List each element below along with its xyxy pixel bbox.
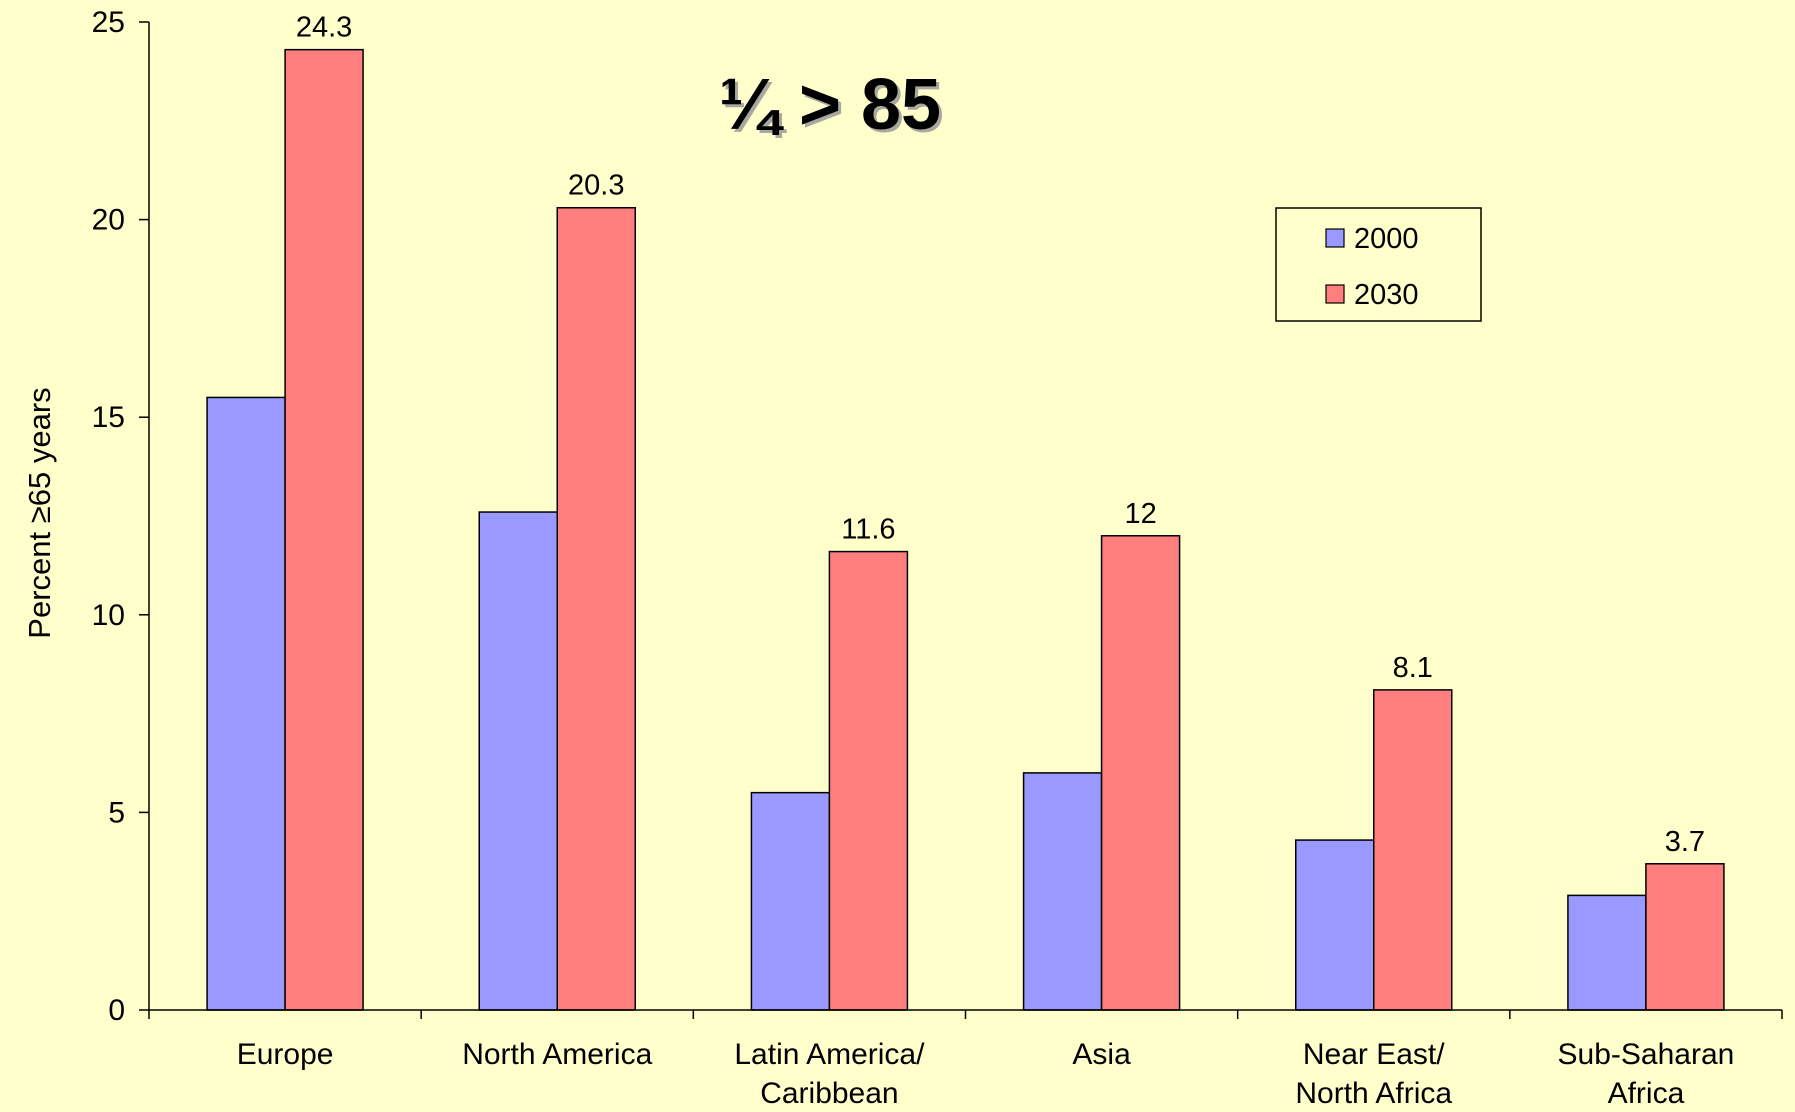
bar-2000-5	[1567, 894, 1647, 1011]
legend-swatch-2030	[1325, 284, 1345, 304]
y-tick-label-15: 15	[92, 401, 125, 434]
legend-swatch-2000	[1325, 228, 1345, 248]
data-label-2030-0: 24.3	[296, 12, 352, 44]
bar-2000-4	[1295, 839, 1375, 1011]
data-label-2030-1: 20.3	[568, 170, 624, 202]
labels-group: 24.3 20.3 11.6 12 8.1 3.7 Europe North America L…	[237, 12, 1735, 1110]
bars-group	[206, 48, 1725, 1011]
legend: 2000 2030	[1275, 207, 1482, 322]
bar-2030-3	[1100, 535, 1181, 1011]
x-category-label-0: Europe	[237, 1038, 334, 1071]
y-tick-label-20: 20	[92, 204, 125, 237]
bar-2000-0	[206, 396, 286, 1011]
y-tick-label-10: 10	[92, 599, 125, 632]
legend-box	[1275, 207, 1482, 322]
x-category-label-5: Sub-Saharan Africa	[1558, 1038, 1735, 1107]
x-category-label-1: North America	[462, 1038, 652, 1071]
annotation-shadow: ¼ > 85	[722, 68, 944, 148]
bar-2030-4	[1373, 689, 1453, 1011]
x-category-label-2: Latin America/Caribbean	[734, 1038, 925, 1107]
x-category-label-3: Asia	[1072, 1038, 1131, 1071]
y-axis-label: Percent ≥65 years	[22, 387, 57, 638]
axes-group: 0 5 10 15 20 25	[92, 6, 1783, 1027]
bar-2000-1	[478, 511, 558, 1011]
data-label-2030-3: 12	[1124, 498, 1156, 530]
legend-label-2030: 2030	[1354, 279, 1419, 311]
chart-annotation: ¼ > 85	[719, 65, 941, 145]
bar-2030-5	[1645, 863, 1725, 1011]
legend-label-2000: 2000	[1354, 223, 1419, 255]
bar-2030-0	[284, 48, 364, 1011]
bar-2000-3	[1022, 772, 1103, 1011]
data-label-2030-2: 11.6	[841, 514, 895, 546]
bar-2000-2	[750, 791, 831, 1011]
data-label-2030-4: 8.1	[1393, 652, 1433, 684]
data-label-2030-5: 3.7	[1665, 826, 1705, 858]
y-tick-label-5: 5	[108, 796, 125, 829]
bar-2030-1	[556, 206, 636, 1011]
bar-2030-2	[828, 550, 909, 1011]
y-tick-label-25: 25	[92, 6, 125, 39]
x-category-label-4: Near East/North Africa	[1295, 1038, 1452, 1107]
y-tick-label-0: 0	[108, 994, 125, 1027]
